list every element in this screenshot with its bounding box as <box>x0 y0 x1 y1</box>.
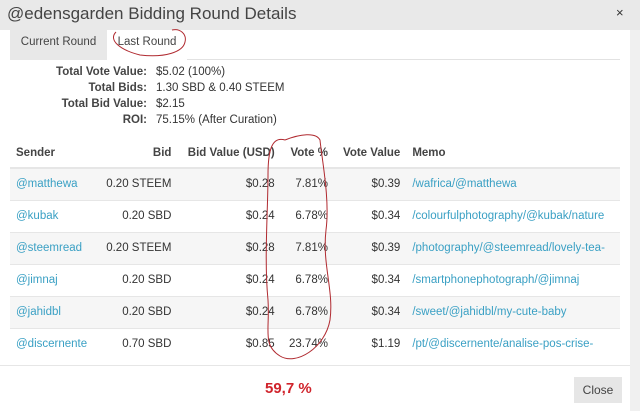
table-row: @jimnaj 0.20 SBD $0.24 6.78% $0.34/smartphon… <box>10 263 620 296</box>
cell-memo: /sweet/@jahidbl/my-cute-baby <box>406 295 620 328</box>
scrollbar[interactable] <box>630 30 640 411</box>
col-vote-percent: Vote % <box>280 138 334 169</box>
sender-link[interactable]: @steemread <box>16 242 83 254</box>
sender-link[interactable]: @matthewa <box>16 178 78 191</box>
cell-bid: 0.20 STEEM <box>96 167 178 200</box>
table-row: @kubak 0.20 SBD $0.24 6.78% $0.34/colourfulp… <box>10 199 620 232</box>
summary-label: Total Bid Value: <box>61 98 147 110</box>
table-row: @matthewa 0.20 STEEM $0.28 7.81% $0.39/wafri… <box>10 167 620 200</box>
dialog-title: @edensgarden Bidding Round Details <box>7 4 297 23</box>
cell-vote-percent: 6.78% <box>280 295 334 328</box>
cell-bid: 0.70 SBD <box>96 327 178 360</box>
cell-vote-value: $0.39 <box>333 167 407 200</box>
memo-link[interactable]: /pt/@discernente/analise-pos-crise- <box>412 338 594 351</box>
cell-sender: @discernente <box>10 327 97 360</box>
cell-bid: 0.20 STEEM <box>96 231 178 264</box>
cell-memo: /wafrica/@matthewa <box>406 167 620 200</box>
memo-link[interactable]: /colourfulphotography/@kubak/nature <box>412 210 605 222</box>
cell-vote-percent: 6.78% <box>280 199 334 232</box>
cell-sender: @kubak <box>10 199 97 232</box>
sender-link[interactable]: @discernente <box>16 338 88 351</box>
summary-label: Total Vote Value: <box>56 66 147 78</box>
sender-link[interactable]: @jahidbl <box>16 306 61 318</box>
sender-link[interactable]: @kubak <box>16 210 59 222</box>
bids-table: Sender Bid Bid Value (USD) Vote % Vote V… <box>10 138 620 360</box>
summary-value: $5.02 (100%) <box>156 66 226 78</box>
close-button[interactable]: Close <box>574 377 622 403</box>
summary-value: $2.15 <box>156 98 185 110</box>
cell-sender: @matthewa <box>10 167 97 200</box>
cell-memo: /photography/@steemread/lovely-tea- <box>406 231 620 264</box>
tab-last-round[interactable]: Last Round <box>107 30 187 60</box>
cell-bid-value: $0.24 <box>177 199 281 232</box>
cell-bid-value: $0.24 <box>177 295 281 328</box>
summary-value: 75.15% (After Curation) <box>156 114 277 126</box>
cell-vote-value: $0.39 <box>333 231 407 264</box>
cell-sender: @jahidbl <box>10 295 97 328</box>
dialog-header: @edensgarden Bidding Round Details × <box>0 0 640 30</box>
annotation-total: 59,7 % <box>265 380 312 397</box>
sender-link[interactable]: @jimnaj <box>16 274 58 286</box>
cell-memo: /smartphonephotograph/@jimnaj <box>406 263 620 296</box>
cell-bid: 0.20 SBD <box>96 199 178 232</box>
memo-link[interactable]: /smartphonephotograph/@jimnaj <box>412 274 580 286</box>
cell-vote-percent: 23.74% <box>280 327 334 360</box>
col-bid-value: Bid Value (USD) <box>177 138 281 169</box>
cell-vote-value: $0.34 <box>333 295 407 328</box>
memo-link[interactable]: /photography/@steemread/lovely-tea- <box>412 242 605 254</box>
tab-bar: Current Round Last Round <box>10 30 620 60</box>
table-row: @steemread 0.20 STEEM $0.28 7.81% $0.39/phot… <box>10 231 620 264</box>
cell-sender: @steemread <box>10 231 97 264</box>
footer-divider <box>0 365 630 366</box>
cell-bid-value: $0.28 <box>177 231 281 264</box>
summary-label: ROI: <box>122 114 147 126</box>
memo-link[interactable]: /wafrica/@matthewa <box>412 178 517 191</box>
cell-memo: /colourfulphotography/@kubak/nature <box>406 199 620 232</box>
table-row: @discernente 0.70 SBD $0.85 23.74% $1.19/pt/… <box>10 327 620 360</box>
col-memo: Memo <box>406 138 620 169</box>
col-vote-value: Vote Value <box>333 138 407 169</box>
cell-bid: 0.20 SBD <box>96 295 178 328</box>
cell-vote-value: $0.34 <box>333 263 407 296</box>
cell-bid-value: $0.85 <box>177 327 281 360</box>
cell-vote-value: $0.34 <box>333 199 407 232</box>
cell-vote-percent: 6.78% <box>280 263 334 296</box>
cell-memo: /pt/@discernente/analise-pos-crise- <box>406 327 620 360</box>
cell-bid-value: $0.28 <box>177 167 281 200</box>
col-bid: Bid <box>96 138 178 169</box>
cell-vote-percent: 7.81% <box>280 167 334 200</box>
cell-bid: 0.20 SBD <box>96 263 178 296</box>
summary-value: 1.30 SBD & 0.40 STEEM <box>156 82 285 94</box>
cell-vote-value: $1.19 <box>333 327 407 360</box>
cell-sender: @jimnaj <box>10 263 97 296</box>
col-sender: Sender <box>10 138 97 169</box>
summary-label: Total Bids: <box>88 82 147 94</box>
tab-current-round[interactable]: Current Round <box>10 30 107 60</box>
close-icon[interactable]: × <box>616 5 624 20</box>
cell-vote-percent: 7.81% <box>280 231 334 264</box>
table-row: @jahidbl 0.20 SBD $0.24 6.78% $0.34/sweet/@j… <box>10 295 620 328</box>
memo-link[interactable]: /sweet/@jahidbl/my-cute-baby <box>412 306 567 318</box>
cell-bid-value: $0.24 <box>177 263 281 296</box>
